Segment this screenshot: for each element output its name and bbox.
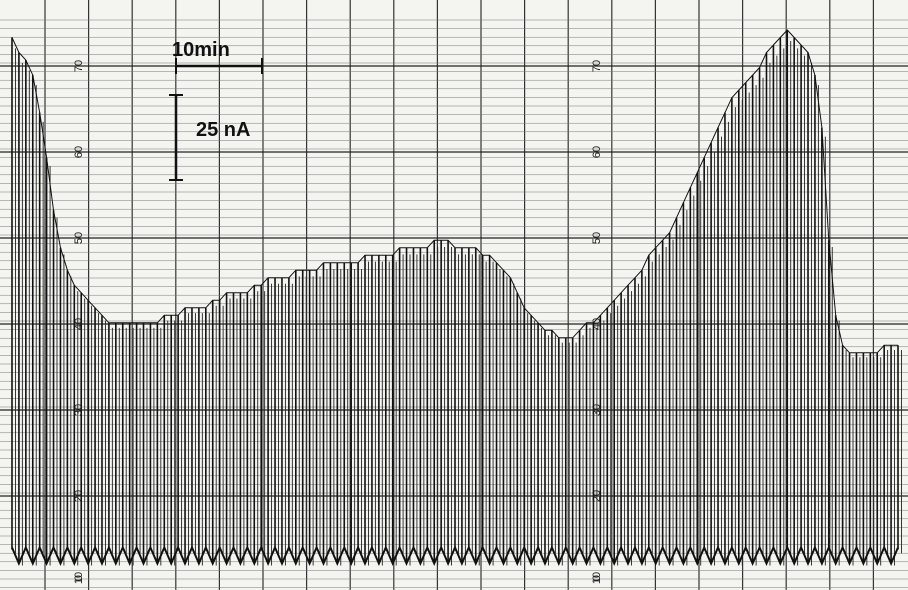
time-scale-label: 10min xyxy=(172,39,230,61)
left-axis-tick-label: 60 xyxy=(73,146,85,158)
right-axis-tick-label: 50 xyxy=(591,232,603,244)
right-axis-tick-label: 10 xyxy=(591,572,603,584)
left-axis-tick-label: 70 xyxy=(73,60,85,72)
baseline-trace xyxy=(11,544,899,567)
left-axis-tick-label: 0 xyxy=(73,575,85,581)
pulse-trace xyxy=(11,30,902,567)
left-axis-tick-label: 10 xyxy=(73,572,85,584)
right-axis-tick-label: 70 xyxy=(591,60,603,72)
right-axis-tick-label: 0 xyxy=(591,575,603,581)
pulse-envelope xyxy=(11,29,898,354)
envelope-line xyxy=(11,29,898,354)
current-scale-label: 25 nA xyxy=(196,119,250,141)
right-axis-tick-label: 60 xyxy=(591,146,603,158)
current-scale-bar: 25 nA xyxy=(169,94,250,181)
time-scale-bar: 10min xyxy=(172,39,263,74)
left-axis-tick-label: 50 xyxy=(73,232,85,244)
